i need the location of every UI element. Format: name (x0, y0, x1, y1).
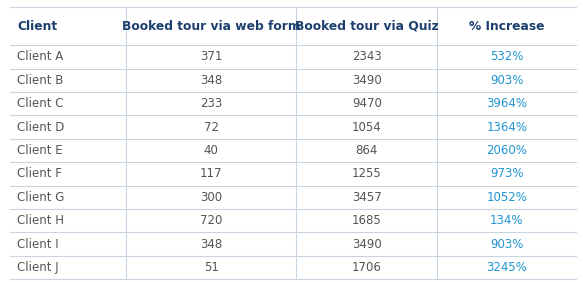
Text: 2343: 2343 (352, 50, 382, 63)
Text: Client C: Client C (17, 97, 64, 110)
Text: 300: 300 (200, 191, 222, 204)
Text: 1364%: 1364% (486, 120, 527, 134)
Text: 3490: 3490 (352, 74, 382, 87)
Text: 720: 720 (200, 214, 223, 227)
Text: 51: 51 (204, 261, 219, 274)
Text: 2060%: 2060% (486, 144, 527, 157)
Text: Client: Client (17, 19, 58, 33)
Text: 3964%: 3964% (486, 97, 527, 110)
Text: Booked tour via web form: Booked tour via web form (122, 19, 300, 33)
Text: 233: 233 (200, 97, 222, 110)
Text: % Increase: % Increase (469, 19, 545, 33)
Text: 371: 371 (200, 50, 223, 63)
Text: Client B: Client B (17, 74, 64, 87)
Text: 1706: 1706 (352, 261, 382, 274)
Text: 9470: 9470 (352, 97, 382, 110)
Text: 1052%: 1052% (486, 191, 527, 204)
Text: 348: 348 (200, 74, 222, 87)
Text: 1054: 1054 (352, 120, 382, 134)
Text: 3490: 3490 (352, 237, 382, 251)
Text: Client I: Client I (17, 237, 59, 251)
Text: Client F: Client F (17, 167, 62, 180)
Text: 532%: 532% (490, 50, 524, 63)
Text: Client J: Client J (17, 261, 59, 274)
Text: 903%: 903% (490, 74, 524, 87)
Text: 117: 117 (200, 167, 223, 180)
Text: Client G: Client G (17, 191, 65, 204)
Text: Client D: Client D (17, 120, 65, 134)
Text: Client E: Client E (17, 144, 63, 157)
Text: 903%: 903% (490, 237, 524, 251)
Text: 3457: 3457 (352, 191, 382, 204)
Text: 1255: 1255 (352, 167, 382, 180)
Text: Client A: Client A (17, 50, 64, 63)
Text: Client H: Client H (17, 214, 65, 227)
Text: 40: 40 (204, 144, 219, 157)
Text: Booked tour via Quiz: Booked tour via Quiz (295, 19, 438, 33)
Text: 973%: 973% (490, 167, 524, 180)
Text: 348: 348 (200, 237, 222, 251)
Text: 1685: 1685 (352, 214, 382, 227)
Text: 72: 72 (203, 120, 219, 134)
Text: 864: 864 (356, 144, 378, 157)
Text: 3245%: 3245% (486, 261, 527, 274)
Text: 134%: 134% (490, 214, 524, 227)
